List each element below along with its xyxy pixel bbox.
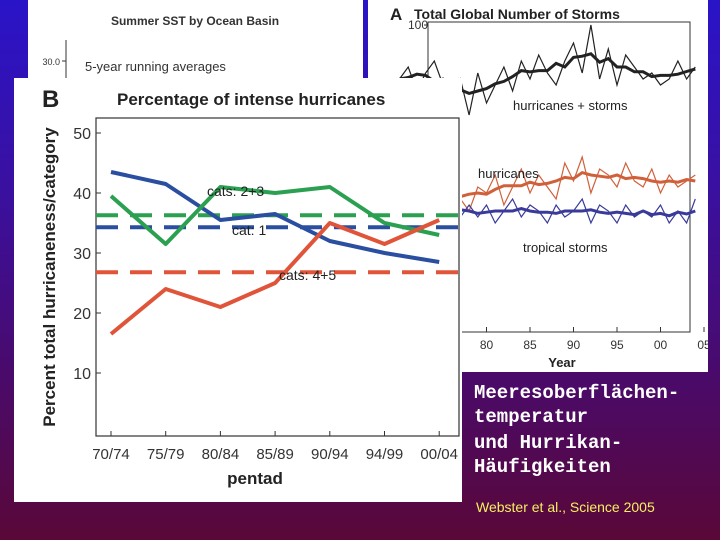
sst-y-tick-label: 30.0: [42, 57, 60, 67]
sst-chart: Summer SST by Ocean Basin 30.0 5-year ru…: [42, 14, 279, 80]
caption-line-4: Häufigkeiten: [474, 456, 611, 478]
cat-1-label: cat: 1: [232, 222, 266, 238]
hurricanes-storms-label: hurricanes + storms: [513, 98, 628, 113]
series-line-cats-4-5: [109, 218, 441, 336]
intense-y-tick-label: 30: [73, 246, 91, 263]
series-line-cat-1: [110, 170, 440, 264]
intense-y-tick-label: 10: [73, 366, 91, 383]
storms-x-tick-label: 00: [654, 338, 668, 352]
intense-hurricanes-panel: B Percentage of intense hurricanes 10 20 3…: [14, 78, 462, 502]
storms-chart-title: Total Global Number of Storms: [414, 6, 620, 22]
storms-x-tick-label: 95: [610, 338, 624, 352]
intense-hurricanes-chart: B Percentage of intense hurricanes 10 20 3…: [40, 86, 460, 488]
storms-x-tick-label: 80: [480, 338, 494, 352]
series-line-cats-2-3: [109, 185, 440, 246]
intense-x-tick-label: 00/04: [420, 446, 458, 463]
caption-hurricanes: und Hurrikan- Häufigkeiten: [474, 431, 622, 479]
storms-x-tick-label: 85: [523, 338, 537, 352]
storms-x-tick-label: 90: [567, 338, 581, 352]
intense-y-tick-label: 50: [73, 126, 91, 143]
storms-y-tick-label: 100: [408, 18, 428, 32]
intense-x-axis-label: pentad: [227, 469, 283, 488]
cats-2-3-label: cats: 2+3: [207, 183, 264, 199]
intense-panel-letter: B: [42, 86, 59, 113]
hurricanes-label: hurricanes: [478, 166, 539, 181]
cats-4-5-label: cats: 4+5: [279, 267, 336, 283]
caption-line-1: Meeresoberflächen-: [474, 382, 680, 404]
citation: Webster et al., Science 2005: [476, 499, 655, 515]
caption-sst: Meeresoberflächen- temperatur: [474, 381, 679, 429]
intense-chart-title: Percentage of intense hurricanes: [117, 90, 385, 109]
tropical-storms-label: tropical storms: [523, 240, 608, 255]
storms-panel-letter: A: [390, 5, 402, 24]
caption-line-2: temperatur: [474, 406, 589, 428]
storms-plot-frame: [427, 21, 691, 333]
intense-x-tick-label: 70/74: [92, 446, 130, 463]
storms-x-tick-label: 05: [697, 338, 708, 352]
storms-x-axis-label: Year: [548, 355, 575, 370]
intense-x-tick-label: 90/94: [311, 446, 349, 463]
intense-x-tick-label: 80/84: [202, 446, 240, 463]
sst-chart-title: Summer SST by Ocean Basin: [111, 14, 279, 28]
intense-plot-frame: [95, 117, 460, 437]
intense-y-axis-label: Percent total hurricaneness/category: [40, 127, 59, 427]
intense-y-tick-label: 20: [73, 306, 91, 323]
caption-line-3: und Hurrikan-: [474, 432, 623, 454]
intense-x-tick-label: 85/89: [256, 446, 294, 463]
sst-chart-panel: Summer SST by Ocean Basin 30.0 5-year ru…: [28, 0, 363, 80]
intense-y-tick-label: 40: [73, 186, 91, 203]
intense-x-tick-label: 75/79: [147, 446, 185, 463]
sst-chart-subtitle: 5-year running averages: [85, 59, 226, 74]
intense-x-tick-label: 94/99: [366, 446, 404, 463]
